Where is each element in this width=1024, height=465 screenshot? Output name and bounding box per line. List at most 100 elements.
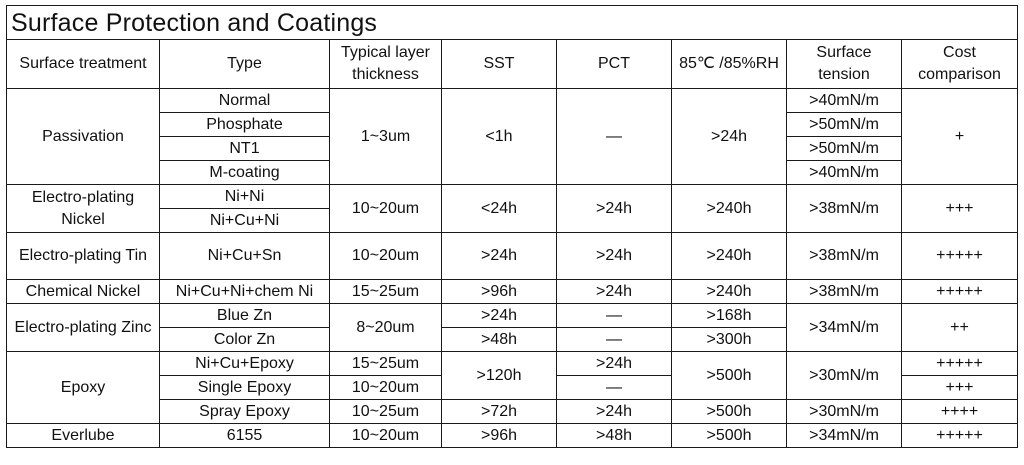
thickness-cell: 15~25um (329, 279, 442, 304)
header-surface-treatment: Surface treatment (6, 39, 160, 89)
pct-cell: — (556, 88, 672, 185)
header-85c-85rh: 85℃ /85%RH (671, 39, 787, 89)
type-cell: Blue Zn (159, 303, 330, 328)
table-row: Electro-plating Zinc Blue Zn 8~20um >24h… (6, 303, 1019, 352)
type-cell: 6155 (159, 423, 330, 448)
cost-cell: +++ (900, 184, 1019, 233)
rh-cell: >500h (671, 351, 787, 400)
table-title: Surface Protection and Coatings (5, 5, 1019, 40)
pct-cell: >24h (556, 184, 672, 233)
cost-cell: +++++ (900, 423, 1019, 448)
tension-cell: >50mN/m (786, 136, 902, 161)
tension-cell: >38mN/m (786, 184, 902, 233)
table-row: Epoxy Ni+Cu+Epoxy 15~25um >120h >24h >50… (6, 351, 1019, 424)
cost-cell: ++++ (900, 399, 1019, 424)
thickness-cell: 10~20um (329, 184, 442, 233)
cost-cell: +++ (900, 375, 1019, 400)
table-row: M-coating >40mN/m (7, 160, 1018, 185)
type-cell: Ni+Cu+Ni+chem Ni (159, 279, 330, 304)
rh-cell: >168h (671, 303, 787, 328)
tension-cell: >30mN/m (786, 399, 902, 424)
table-row: Phosphate >50mN/m (7, 112, 1018, 137)
table-row: Chemical Nickel Ni+Cu+Ni+chem Ni 15~25um… (6, 279, 1019, 304)
cost-cell: +++++ (900, 351, 1019, 376)
rh-cell: >240h (671, 184, 787, 233)
rh-cell: >500h (671, 423, 787, 448)
pct-cell: >24h (556, 399, 672, 424)
tension-cell: >50mN/m (786, 112, 902, 137)
tension-cell: >34mN/m (786, 423, 902, 448)
thickness-cell: 15~25um (329, 351, 442, 376)
pct-cell: >24h (556, 351, 672, 376)
header-row: Surface treatment Type Typical layer thi… (6, 39, 1019, 89)
tension-cell: >38mN/m (786, 232, 902, 280)
type-cell: Phosphate (159, 112, 330, 137)
sst-cell: >24h (441, 232, 557, 280)
thickness-cell: 10~20um (329, 232, 442, 280)
header-sst: SST (441, 39, 557, 89)
cost-cell: ++ (900, 303, 1019, 352)
sst-cell: <24h (441, 184, 557, 233)
cost-cell: +++++ (900, 232, 1019, 280)
treatment-electro-plating-tin: Electro-plating Tin (6, 232, 160, 280)
rh-cell: >300h (671, 327, 787, 352)
pct-cell: >24h (556, 279, 672, 304)
treatment-chemical-nickel: Chemical Nickel (6, 279, 160, 304)
treatment-epoxy: Epoxy (6, 351, 160, 424)
sst-cell: >48h (441, 327, 557, 352)
sst-cell: >120h (441, 351, 557, 400)
table-row: Ni+Cu+Ni (7, 208, 1018, 233)
pct-cell: — (556, 303, 672, 328)
type-cell: M-coating (159, 160, 330, 185)
sst-cell: >24h (441, 303, 557, 328)
pct-cell: >24h (556, 232, 672, 280)
rh-cell: >240h (671, 279, 787, 304)
tension-cell: >38mN/m (786, 279, 902, 304)
type-cell: Single Epoxy (159, 375, 330, 400)
cost-cell: +++++ (900, 279, 1019, 304)
header-pct: PCT (556, 39, 672, 89)
tension-cell: >30mN/m (786, 351, 902, 400)
thickness-cell: 8~20um (329, 303, 442, 352)
pct-cell: >48h (556, 423, 672, 448)
coatings-table: Surface Protection and Coatings Surface … (5, 5, 1019, 448)
type-cell: Ni+Cu+Ni (159, 208, 330, 233)
treatment-electro-plating-zinc: Electro-plating Zinc (6, 303, 160, 352)
type-cell: Spray Epoxy (159, 399, 330, 424)
thickness-cell: 10~20um (329, 375, 442, 400)
coatings-table-container: Surface Protection and Coatings Surface … (5, 5, 1019, 460)
pct-cell: — (556, 375, 672, 400)
treatment-electro-plating-nickel: Electro-plating Nickel (6, 184, 160, 233)
header-type: Type (159, 39, 330, 89)
thickness-cell: 10~25um (329, 399, 442, 424)
type-cell: Ni+Ni (159, 184, 330, 209)
table-row: Passivation Normal 1~3um <1h — >24h >40m… (6, 88, 1019, 185)
treatment-passivation: Passivation (6, 88, 160, 185)
type-cell: NT1 (159, 136, 330, 161)
header-cost-comparison: Cost comparison (900, 39, 1019, 89)
table-row: Everlube 6155 10~20um >96h >48h >500h >3… (6, 423, 1019, 448)
table-row: Electro-plating Tin Ni+Cu+Sn 10~20um >24… (6, 232, 1019, 280)
tension-cell: >34mN/m (786, 303, 902, 352)
sst-cell: >96h (441, 423, 557, 448)
sst-cell: <1h (441, 88, 557, 185)
table-row: Electro-plating Nickel Ni+Ni 10~20um <24… (6, 184, 1019, 233)
rh-cell: >500h (671, 399, 787, 424)
table-row: Spray Epoxy 10~25um >72h >24h >500h >30m… (7, 399, 1019, 424)
rh-cell: >240h (671, 232, 787, 280)
type-cell: Ni+Cu+Epoxy (159, 351, 330, 376)
rh-cell: >24h (671, 88, 787, 185)
tension-cell: >40mN/m (786, 160, 902, 185)
pct-cell: — (556, 327, 672, 352)
type-cell: Color Zn (159, 327, 330, 352)
table-row: Color Zn >48h — >300h (7, 327, 1018, 352)
sst-cell: >96h (441, 279, 557, 304)
header-surface-tension: Surface tension (786, 39, 902, 89)
tension-cell: >40mN/m (786, 88, 902, 113)
thickness-cell: 10~20um (329, 423, 442, 448)
table-row: Single Epoxy 10~20um — +++ (7, 375, 1019, 400)
thickness-cell: 1~3um (329, 88, 442, 185)
cost-cell: + (900, 88, 1019, 185)
treatment-everlube: Everlube (6, 423, 160, 448)
sst-cell: >72h (441, 399, 557, 424)
